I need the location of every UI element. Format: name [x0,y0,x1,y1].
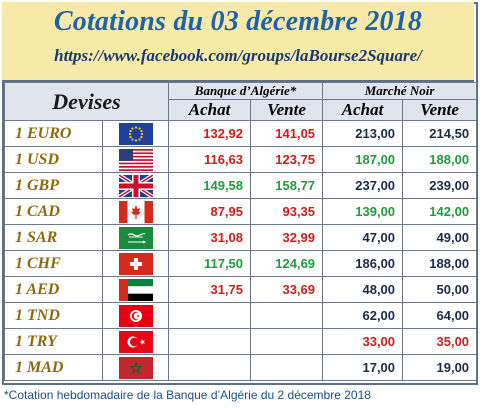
currency-name: 1 EURO [4,120,103,147]
black-sell: 188,00 [402,250,478,277]
currency-name: 1 MAD [4,354,103,381]
morocco-flag-icon [118,356,153,379]
uk-flag-icon [118,174,153,197]
black-sell: 64,00 [402,302,478,329]
bank-buy: 31,08 [168,224,252,251]
currency-name: 1 TRY [4,328,103,355]
table-row: 1 AED 31,75 33,69 48,00 50,00 [4,276,478,303]
currency-name: 1 CHF [4,250,103,277]
bank-sell: 32,99 [250,224,324,251]
currency-name: 1 TND [4,302,103,329]
us-flag-icon [118,148,153,171]
black-buy: 47,00 [322,224,404,251]
banque-header: Banque d’Algérie* [168,82,324,100]
black-buy: 237,00 [322,172,404,199]
black-sell: 49,00 [402,224,478,251]
canada-flag-icon [118,200,153,223]
bank-vente-header: Vente [250,99,324,121]
black-buy: 33,00 [322,328,404,355]
bank-sell [250,302,324,329]
devises-header: Devises [3,82,170,121]
black-buy: 187,00 [322,146,404,173]
black-sell: 214,50 [402,120,478,147]
table-row: 1 EURO 132,92 141,05 213,00 214,50 [4,120,478,147]
currency-name: 1 CAD [4,198,103,225]
bank-sell [250,328,324,355]
turkey-flag-icon [118,330,153,353]
bank-buy: 149,58 [168,172,252,199]
bank-sell [250,354,324,381]
bank-sell: 158,77 [250,172,324,199]
header-banner: Cotations du 03 décembre 2018 https://ww… [2,2,474,82]
bank-sell: 123,75 [250,146,324,173]
uae-flag-icon [118,278,153,301]
marche-header: Marché Noir [322,82,478,100]
bank-achat-header: Achat [168,99,252,121]
bank-buy: 87,95 [168,198,252,225]
bank-sell: 141,05 [250,120,324,147]
table-row: 1 USD 116,63 123,75 187,00 188,00 [4,146,478,173]
saudi-flag-icon [118,226,153,249]
tunisia-flag-icon [118,304,153,327]
black-sell: 142,00 [402,198,478,225]
bank-buy: 116,63 [168,146,252,173]
currency-name: 1 AED [4,276,103,303]
bank-sell: 124,69 [250,250,324,277]
table-row: 1 MAD 17,00 19,00 [4,354,478,381]
swiss-flag-icon [118,252,153,275]
eu-flag-icon [118,122,153,145]
page-title: Cotations du 03 décembre 2018 [53,6,423,37]
currency-name: 1 GBP [4,172,103,199]
black-buy: 62,00 [322,302,404,329]
bank-buy [168,302,252,329]
currency-name: 1 SAR [4,224,103,251]
bank-buy [168,328,252,355]
table-row: 1 GBP 149,58 158,77 237,00 239,00 [4,172,478,199]
black-buy: 139,00 [322,198,404,225]
black-sell: 188,00 [402,146,478,173]
footnote: *Cotation hebdomadaire de la Banque d’Al… [4,388,371,402]
black-buy: 186,00 [322,250,404,277]
bank-buy: 117,50 [168,250,252,277]
black-sell: 50,00 [402,276,478,303]
table-row: 1 CHF 117,50 124,69 186,00 188,00 [4,250,478,277]
black-achat-header: Achat [322,99,404,121]
black-sell: 35,00 [402,328,478,355]
black-sell: 239,00 [402,172,478,199]
currency-name: 1 USD [4,146,103,173]
table-row: 1 TRY 33,00 35,00 [4,328,478,355]
black-sell: 19,00 [402,354,478,381]
bank-buy [168,354,252,381]
bank-buy: 132,92 [168,120,252,147]
black-buy: 213,00 [322,120,404,147]
black-vente-header: Vente [402,99,478,121]
bank-sell: 33,69 [250,276,324,303]
black-buy: 17,00 [322,354,404,381]
bank-sell: 93,35 [250,198,324,225]
table-row: 1 CAD 87,95 93,35 139,00 142,00 [4,198,478,225]
table-row: 1 TND 62,00 64,00 [4,302,478,329]
table-row: 1 SAR 31,08 32,99 47,00 49,00 [4,224,478,251]
bank-buy: 31,75 [168,276,252,303]
black-buy: 48,00 [322,276,404,303]
group-url[interactable]: https://www.facebook.com/groups/laBourse… [54,46,422,65]
rates-table: Devises Banque d’Algérie* Marché Noir Ac… [3,82,478,381]
